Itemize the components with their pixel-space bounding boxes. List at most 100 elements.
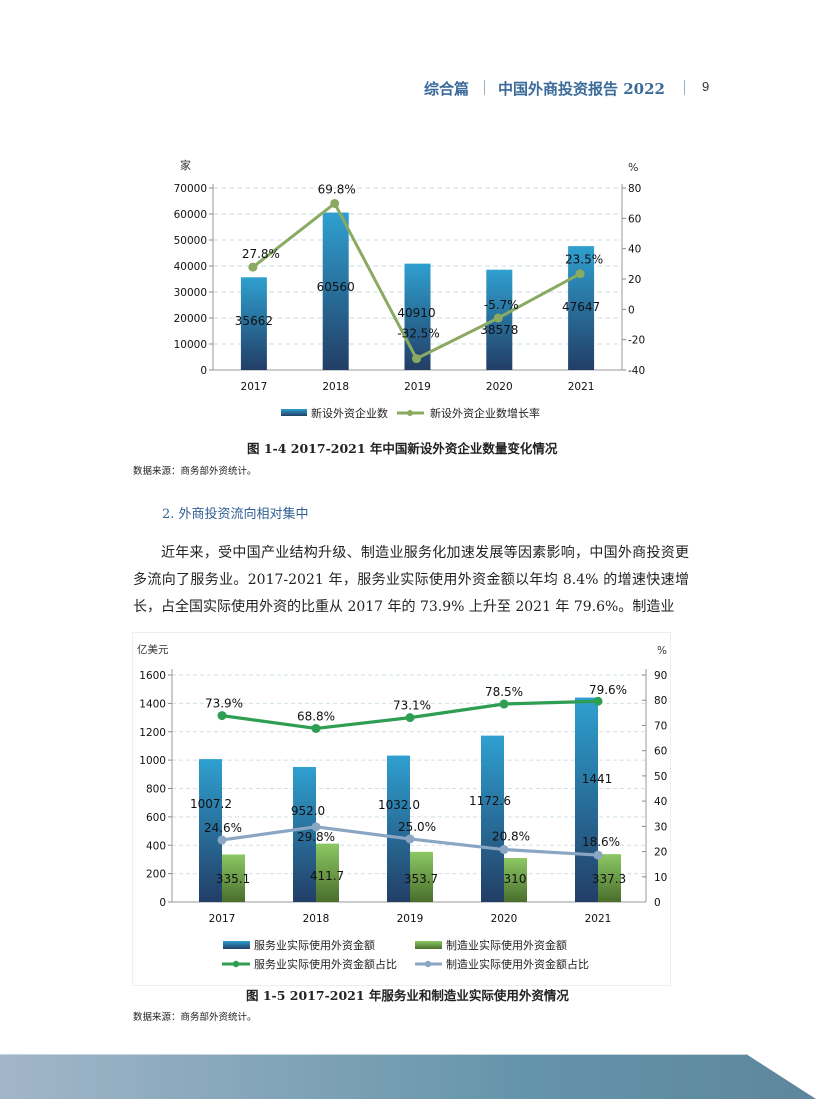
y-tick-label: 1000 — [139, 755, 166, 767]
chart-new-foreign-enterprises: 家 % 0 10000 20000 30000 40000 50000 60000 70000 -4… — [174, 158, 646, 420]
y-right-tick-label: 40 — [654, 796, 667, 808]
legend-bar-swatch — [281, 409, 307, 416]
bar-value-label: 1172.6 — [469, 794, 511, 808]
bar-value-label: 38578 — [480, 323, 518, 337]
line-value-label: -5.7% — [484, 298, 519, 312]
legend-bar-label: 新设外资企业数 — [311, 406, 388, 420]
y-right-tick-label: -20 — [628, 335, 645, 347]
y-tick-label: 1400 — [139, 698, 166, 710]
y-tick-label: 40000 — [174, 261, 207, 273]
bar-manufacturing-fdi — [504, 858, 527, 902]
y-tick-label: 200 — [146, 869, 166, 881]
bar-services-fdi — [481, 735, 504, 902]
line-value-label: 25.0% — [398, 820, 436, 834]
y-right-tick-label: 70 — [654, 720, 667, 732]
figure-2-caption: 图 1-5 2017-2021 年服务业和制造业实际使用外资情况 — [246, 988, 569, 1003]
left-axis-unit: 家 — [180, 158, 191, 172]
bar-value-label: 337.3 — [592, 872, 626, 886]
bar-value-label: 353.7 — [404, 872, 438, 886]
line-value-label: 73.9% — [205, 697, 243, 711]
y-right-tick-label: 0 — [628, 304, 635, 316]
left-axis-unit: 亿美元 — [137, 643, 169, 656]
y-tick-label: 1200 — [139, 727, 166, 739]
bar-value-label: 1032.0 — [378, 798, 420, 812]
right-axis-unit: % — [628, 161, 638, 174]
line-value-label: 73.1% — [393, 699, 431, 713]
legend-manufacturing-bar-swatch — [415, 941, 442, 949]
legend-label: 制造业实际使用外资金额占比 — [446, 957, 589, 971]
bar-value-label: 310 — [504, 872, 527, 886]
y-right-tick-label: 50 — [654, 771, 667, 783]
y-right-tick-label: 20 — [654, 847, 667, 859]
x-tick-label: 2021 — [568, 381, 595, 393]
bar-value-label: 35662 — [235, 314, 273, 328]
bar-value-label: 411.7 — [310, 869, 344, 883]
bar-value-label: 1007.2 — [190, 797, 232, 811]
bar-value-label: 60560 — [317, 280, 355, 294]
line-value-label: -32.5% — [397, 327, 439, 341]
legend-label: 制造业实际使用外资金额 — [446, 938, 567, 952]
bar-manufacturing-fdi — [316, 843, 339, 902]
y-tick-label: 50000 — [174, 235, 207, 247]
line-value-label: 27.8% — [242, 247, 280, 261]
line-point — [593, 850, 603, 860]
bar-value-label: 1441 — [582, 772, 613, 786]
line-value-label: 78.5% — [485, 685, 523, 699]
y-right-tick-label: 10 — [654, 872, 667, 884]
page-header: 综合篇 中国外商投资报告 2022 9 — [400, 78, 730, 100]
bar-services-fdi — [199, 759, 222, 902]
line-point — [330, 198, 340, 208]
legend-line-label: 新设外资企业数增长率 — [430, 406, 540, 420]
section-label: 综合篇 — [424, 80, 470, 98]
line-point — [311, 723, 321, 733]
y-right-tick-label: 80 — [628, 183, 641, 195]
figure-2-chart: 亿美元% 0 200 400 600 800 1000 1200 1400 1600 0 10 20 30… — [137, 643, 667, 971]
y-right-tick-label: 90 — [654, 670, 667, 682]
page-number: 9 — [702, 79, 710, 94]
figure-1-source: 数据来源：商务部外资统计。 — [133, 466, 257, 477]
line-point — [593, 696, 603, 706]
y-right-tick-label: -40 — [628, 365, 645, 377]
figure-2-source: 数据来源：商务部外资统计。 — [133, 1012, 257, 1023]
x-tick-label: 2021 — [585, 913, 612, 925]
right-axis-unit: % — [657, 645, 667, 657]
y-tick-label: 0 — [159, 897, 166, 909]
line-point — [499, 845, 509, 855]
bar-new-enterprises — [322, 212, 349, 370]
line-point — [311, 822, 321, 832]
bar-manufacturing-fdi — [410, 851, 433, 902]
y-tick-label: 1600 — [139, 670, 166, 682]
line-value-label: 20.8% — [492, 830, 530, 844]
bar-services-fdi — [387, 755, 410, 902]
chart-services-manufacturing-fdi: 亿美元 % 0 200 400 600 800 1000 1200 1400 1600 0 10 20 30… — [137, 643, 667, 971]
y-right-tick-label: 40 — [628, 244, 641, 256]
y-tick-label: 10000 — [174, 339, 207, 351]
y-right-tick-label: 0 — [654, 897, 661, 909]
figure-1-chart: 家% 0 10000 20000 30000 40000 50000 60000 70000 -4… — [0, 0, 816, 440]
line-point — [493, 313, 503, 323]
y-tick-label: 30000 — [174, 287, 207, 299]
line-point — [499, 699, 509, 709]
line-value-label: 68.8% — [297, 709, 335, 723]
line-value-label: 18.6% — [582, 835, 620, 849]
bar-manufacturing-fdi — [598, 854, 621, 902]
bar-value-label: 335.1 — [216, 872, 250, 886]
y-tick-label: 600 — [146, 812, 166, 824]
line-value-label: 29.8% — [297, 830, 335, 844]
line-value-label: 69.8% — [318, 182, 356, 196]
line-value-label: 23.5% — [565, 253, 603, 267]
x-tick-label: 2017 — [209, 913, 236, 925]
legend-label: 服务业实际使用外资金额占比 — [254, 957, 397, 971]
line-point — [405, 713, 415, 723]
y-tick-label: 800 — [146, 784, 166, 796]
y-tick-label: 20000 — [174, 313, 207, 325]
bar-services-fdi — [293, 766, 316, 902]
figure-1-caption: 图 1-4 2017-2021 年中国新设外资企业数量变化情况 — [247, 441, 558, 456]
line-value-label: 79.6% — [589, 683, 627, 697]
line-point — [217, 835, 227, 845]
x-tick-label: 2017 — [241, 381, 268, 393]
bar-new-enterprises — [568, 246, 595, 370]
legend-line-marker — [407, 410, 413, 416]
body-paragraph: 近年来，受中国产业结构升级、制造业服务化加速发展等因素影响，中国外商投资更多流向… — [133, 540, 689, 621]
paragraph-text: 近年来，受中国产业结构升级、制造业服务化加速发展等因素影响，中国外商投资更多流向… — [133, 545, 689, 615]
